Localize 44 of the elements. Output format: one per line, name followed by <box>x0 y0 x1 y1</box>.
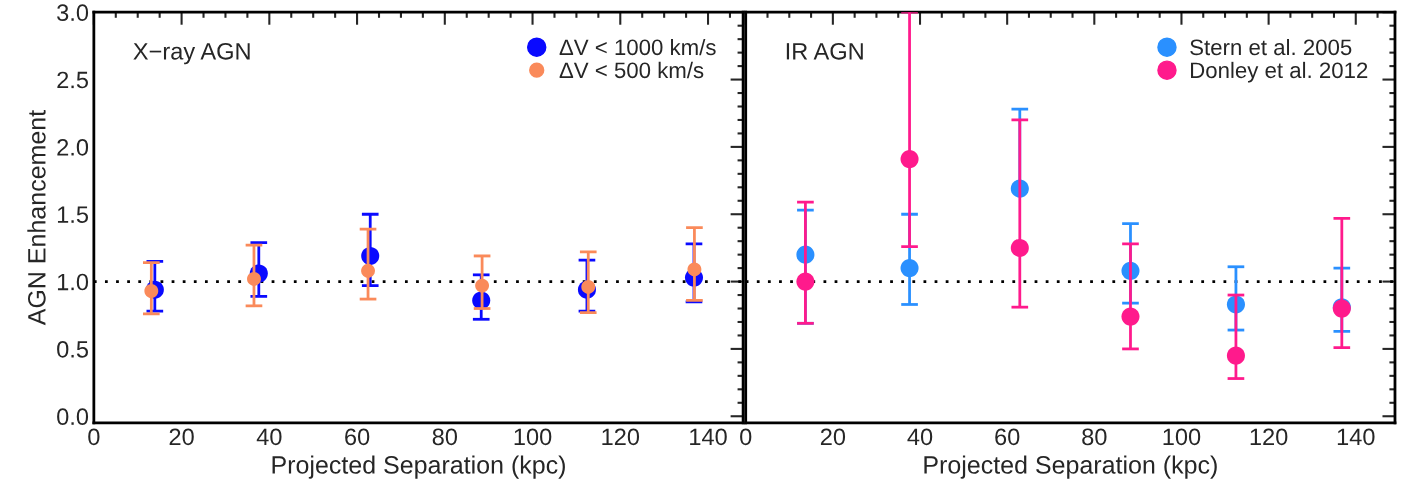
annotation: IR AGN <box>786 42 863 60</box>
x-tick-label: 100 <box>1163 428 1201 446</box>
x-tick-label: 80 <box>432 428 458 446</box>
x-axis-title: Projected Separation (kpc) <box>924 455 1217 479</box>
legend-label: Stern et al. 2005 <box>1190 38 1352 56</box>
x-tick-label: 40 <box>907 428 933 446</box>
x-tick-label: 20 <box>820 428 846 446</box>
legend-label: ΔV < 500 km/s <box>559 61 704 79</box>
point <box>1121 307 1140 326</box>
point <box>796 272 815 291</box>
point <box>581 280 596 294</box>
point <box>361 263 375 278</box>
x-tick-label: 20 <box>169 428 194 446</box>
point <box>144 284 159 298</box>
x-tick-label: 0 <box>740 428 752 446</box>
y-tick-label: 2.5 <box>57 71 88 89</box>
y-tick-label: 0.0 <box>57 408 89 426</box>
y-tick-label: 3.0 <box>57 4 89 22</box>
x-tick-label: 60 <box>995 428 1020 446</box>
y-tick-label: 2.0 <box>57 138 89 156</box>
x-tick-label: 80 <box>1082 428 1107 446</box>
point <box>1226 346 1245 365</box>
x-tick-label: 120 <box>602 428 640 446</box>
point <box>687 262 702 277</box>
point <box>900 259 919 278</box>
y-tick-label: 1.5 <box>57 206 88 224</box>
legend-label: Donley et al. 2012 <box>1191 61 1368 83</box>
annotation: X−ray AGN <box>133 42 250 65</box>
point <box>900 149 919 169</box>
x-tick-label: 40 <box>256 428 282 446</box>
point <box>1010 238 1029 257</box>
point <box>475 278 490 293</box>
legend-label: ΔV < 1000 km/s <box>559 38 716 56</box>
x-tick-label: 140 <box>690 428 727 446</box>
x-tick-label: 140 <box>1337 428 1375 446</box>
x-tick-label: 100 <box>514 428 552 446</box>
y-axis-title: AGN Enhancement <box>27 110 46 326</box>
x-tick-label: 120 <box>1250 428 1288 446</box>
x-tick-label: 60 <box>345 428 370 446</box>
y-tick-label: 1.0 <box>57 273 89 291</box>
x-axis-title: Projected Separation (kpc) <box>272 455 565 479</box>
y-tick-label: 0.5 <box>57 340 88 358</box>
point <box>247 271 261 286</box>
x-tick-label: 0 <box>88 428 100 446</box>
